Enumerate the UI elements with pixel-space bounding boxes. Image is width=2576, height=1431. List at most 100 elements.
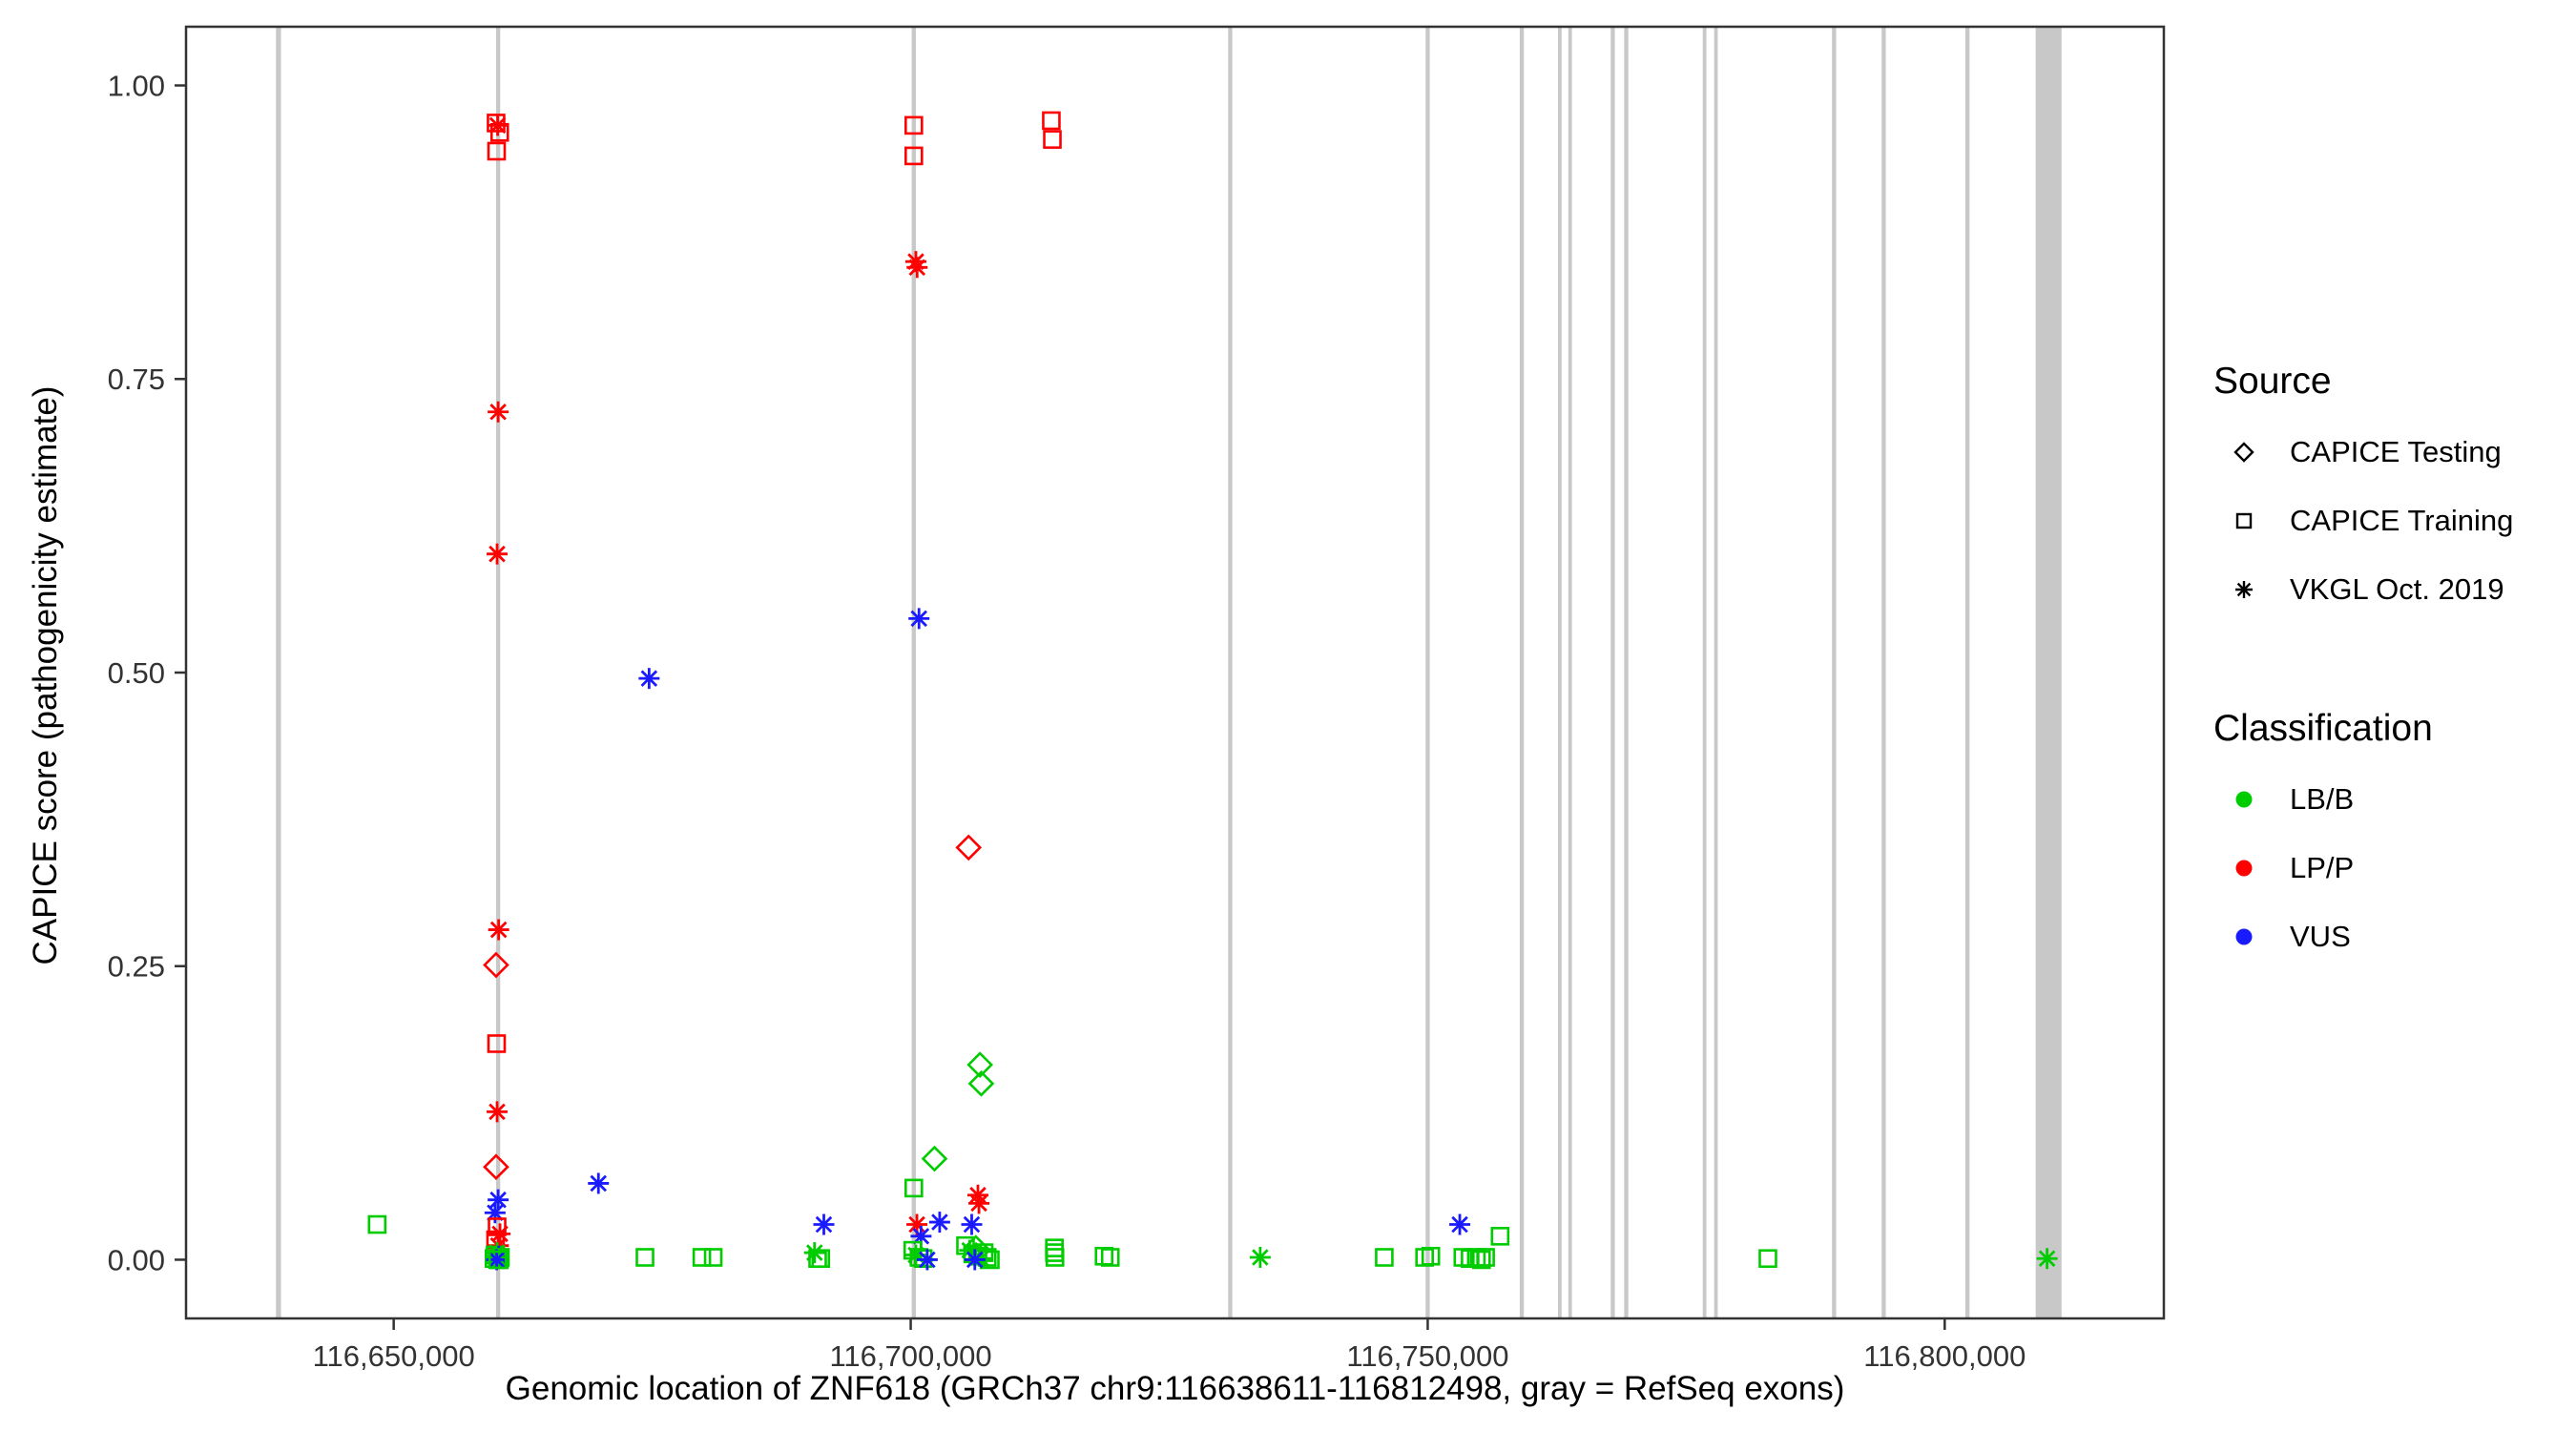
data-point: [966, 1051, 993, 1078]
axes-layer: 116,650,000 116,700,000 116,750,000 116,800…: [108, 25, 2166, 1373]
exon-bar: [1964, 27, 1970, 1318]
data-point: [487, 1034, 507, 1053]
data-point: [967, 1069, 995, 1097]
data-point: [904, 146, 924, 166]
data-point: [1375, 1248, 1394, 1267]
data-point: [908, 608, 930, 630]
data-point: [638, 668, 660, 690]
data-point: [1476, 1248, 1495, 1267]
legend-source: Source CAPICE Testing CAPICE Training VKGL…: [2213, 361, 2513, 624]
data-point: [488, 919, 509, 941]
data-point: [2036, 1248, 2058, 1270]
exon-bar: [1881, 27, 1886, 1318]
legend-item-source-2: VKGL Oct. 2019: [2213, 555, 2513, 624]
circle-icon: [2235, 860, 2253, 877]
data-point: [1415, 1248, 1434, 1267]
legend-item-label: CAPICE Training: [2290, 504, 2514, 537]
exon-bar: [1557, 27, 1562, 1318]
legend-item-source-1: CAPICE Training: [2213, 487, 2513, 555]
data-point: [813, 1213, 835, 1235]
exons-layer: [276, 27, 2062, 1318]
y-tick-label: 1.00: [108, 69, 165, 102]
data-point: [588, 1172, 610, 1194]
legend-classification: Classification LB/B LP/P VUS: [2213, 708, 2433, 971]
exon-bar: [1702, 27, 1707, 1318]
data-point: [964, 1249, 986, 1271]
data-point: [1758, 1249, 1777, 1269]
data-point: [1490, 1227, 1510, 1246]
legend-classification-title: Classification: [2213, 708, 2433, 749]
data-point: [487, 1101, 509, 1123]
legend-item-label: LB/B: [2290, 782, 2355, 816]
data-point: [487, 114, 506, 133]
data-point: [483, 1153, 509, 1181]
legend-item-label: CAPICE Testing: [2290, 435, 2502, 468]
y-tick-label: 0.75: [108, 363, 165, 396]
circle-icon: [2235, 791, 2253, 808]
exon-bar: [1714, 27, 1718, 1318]
exon-bar: [2035, 27, 2062, 1318]
data-point: [961, 1213, 983, 1235]
x-axis-title: Genomic location of ZNF618 (GRCh37 chr9:…: [505, 1370, 1845, 1407]
data-point: [1045, 1248, 1065, 1267]
exon-bar: [495, 27, 501, 1318]
data-point: [1100, 1248, 1120, 1267]
data-point: [1045, 1238, 1064, 1257]
exon-bar: [911, 27, 916, 1318]
data-point: [487, 114, 509, 136]
y-axis-title: CAPICE score (pathogenicity estimate): [27, 385, 64, 965]
exon-bar: [1610, 27, 1615, 1318]
x-tick-label: 116,700,000: [829, 1339, 991, 1373]
data-point: [1042, 111, 1061, 131]
data-point: [904, 115, 924, 135]
data-point: [487, 141, 507, 161]
asterisk-icon: [2235, 581, 2253, 598]
exon-bar: [276, 27, 281, 1318]
square-icon: [2235, 512, 2253, 529]
legend-source-title: Source: [2213, 361, 2332, 402]
data-point: [1449, 1213, 1471, 1235]
x-tick-label: 116,650,000: [313, 1339, 475, 1373]
x-tick-label: 116,800,000: [1863, 1339, 2025, 1373]
data-point: [488, 1250, 508, 1270]
data-point: [367, 1214, 387, 1234]
y-tick-label: 0.00: [108, 1243, 165, 1276]
legend-item-class-1: LP/P: [2213, 834, 2433, 902]
points-layer: [367, 111, 2058, 1271]
legend-item-class-0: LB/B: [2213, 765, 2433, 834]
data-point: [955, 834, 983, 861]
data-point: [487, 543, 509, 565]
legend-item-class-2: VUS: [2213, 902, 2433, 971]
y-tick-label: 0.25: [108, 950, 165, 984]
exon-bar: [1832, 27, 1837, 1318]
exon-bar: [1425, 27, 1430, 1318]
legend-classification-items: LB/B LP/P VUS: [2213, 765, 2433, 971]
panel-border: [184, 25, 2166, 1320]
x-tick-label: 116,750,000: [1346, 1339, 1508, 1373]
data-point: [916, 1249, 938, 1271]
exon-bar: [1624, 27, 1629, 1318]
data-point: [488, 1189, 509, 1211]
data-point: [977, 1248, 997, 1267]
data-point: [928, 1212, 950, 1234]
diamond-icon: [2233, 442, 2254, 463]
data-point: [484, 1202, 506, 1224]
data-point: [488, 401, 509, 423]
exon-bar: [1519, 27, 1525, 1318]
circle-icon: [2235, 928, 2253, 945]
data-point: [1471, 1250, 1491, 1270]
exon-bar: [1228, 27, 1233, 1318]
data-point: [921, 1145, 948, 1172]
data-point: [1421, 1246, 1441, 1266]
legend-source-items: CAPICE Testing CAPICE Training VKGL Oct. 2…: [2213, 418, 2513, 624]
data-point: [1094, 1246, 1114, 1266]
y-tick-label: 0.50: [108, 656, 165, 690]
data-point: [1045, 1243, 1064, 1262]
data-point: [703, 1248, 723, 1267]
legend-item-label: VUS: [2290, 920, 2351, 953]
legend-item-label: LP/P: [2290, 851, 2355, 884]
data-point: [906, 257, 928, 279]
data-point: [968, 1192, 990, 1214]
